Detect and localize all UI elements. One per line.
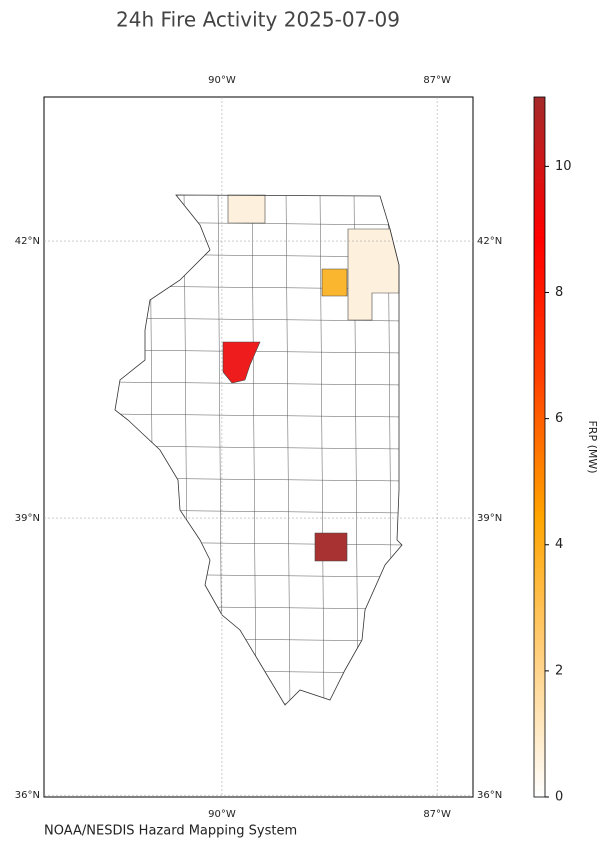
colorbar-tick-label: 2 xyxy=(555,663,563,678)
colorbar-tick-label: 0 xyxy=(555,790,563,805)
colorbar xyxy=(533,96,546,798)
county-line xyxy=(319,195,325,705)
source: NOAA/NESDIS Hazard Mapping System xyxy=(44,824,297,839)
y-tick-label: 36°N xyxy=(15,790,40,801)
county-line xyxy=(115,349,402,354)
y-tick-label: 42°N xyxy=(477,236,502,247)
x-tick-label: 90°W xyxy=(208,809,236,820)
x-tick-label: 87°W xyxy=(423,809,451,820)
county-line xyxy=(115,317,402,322)
colorbar-tick-label: 10 xyxy=(555,159,572,174)
county-line xyxy=(251,195,257,705)
y-tick-label: 39°N xyxy=(15,513,40,524)
y-tick-label: 42°N xyxy=(15,236,40,247)
county-line xyxy=(115,701,402,705)
colorbar-tick-label: 6 xyxy=(555,411,563,426)
x-tick-label: 90°W xyxy=(208,75,236,86)
county-line xyxy=(285,195,291,705)
colorbar-tick-label: 8 xyxy=(555,285,563,300)
state-outline xyxy=(114,194,403,706)
county-line xyxy=(115,445,402,450)
county-line xyxy=(115,669,402,674)
colorbar-tick-label: 4 xyxy=(555,537,563,552)
fire-region xyxy=(222,341,261,384)
fire-region xyxy=(314,532,348,562)
y-tick-label: 36°N xyxy=(477,790,502,801)
county-line xyxy=(149,195,155,705)
state-border xyxy=(114,194,403,706)
state-fill xyxy=(115,195,402,705)
map-frame xyxy=(43,96,474,798)
colorbar-label: FRP (MW) xyxy=(586,420,599,473)
fire-region xyxy=(227,194,266,224)
fire-region xyxy=(321,268,348,297)
x-tick-label: 87°W xyxy=(423,75,451,86)
y-tick-label: 39°N xyxy=(477,513,502,524)
county-line xyxy=(115,413,402,418)
county-line xyxy=(115,381,402,386)
title: 24h Fire Activity 2025-07-09 xyxy=(116,8,400,32)
